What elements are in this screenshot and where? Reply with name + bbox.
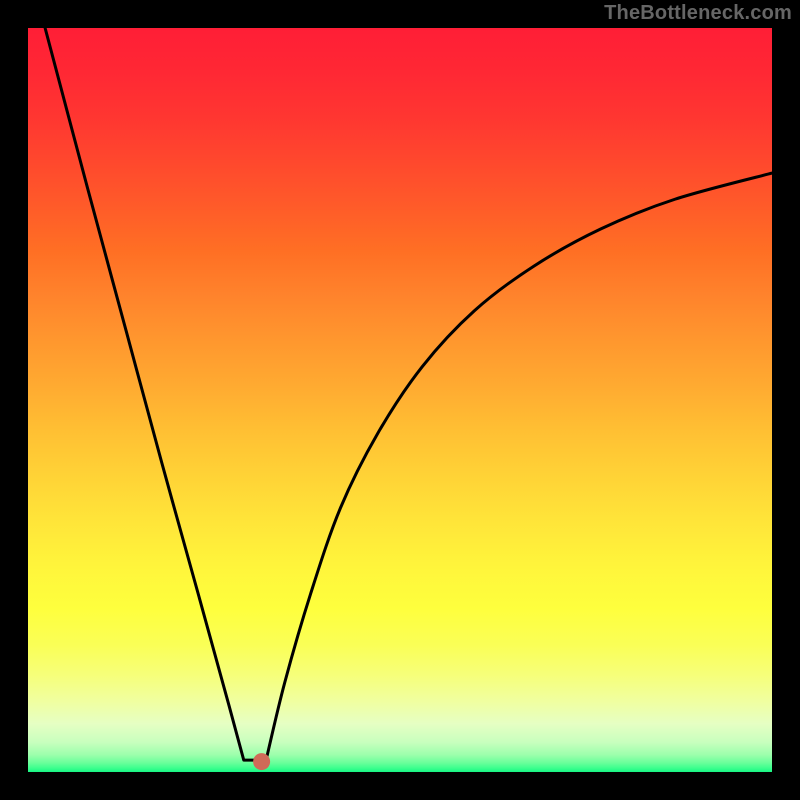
optimal-point-marker	[253, 753, 270, 770]
chart-frame: TheBottleneck.com	[0, 0, 800, 800]
watermark-text: TheBottleneck.com	[604, 2, 792, 25]
bottleneck-chart	[0, 0, 800, 800]
